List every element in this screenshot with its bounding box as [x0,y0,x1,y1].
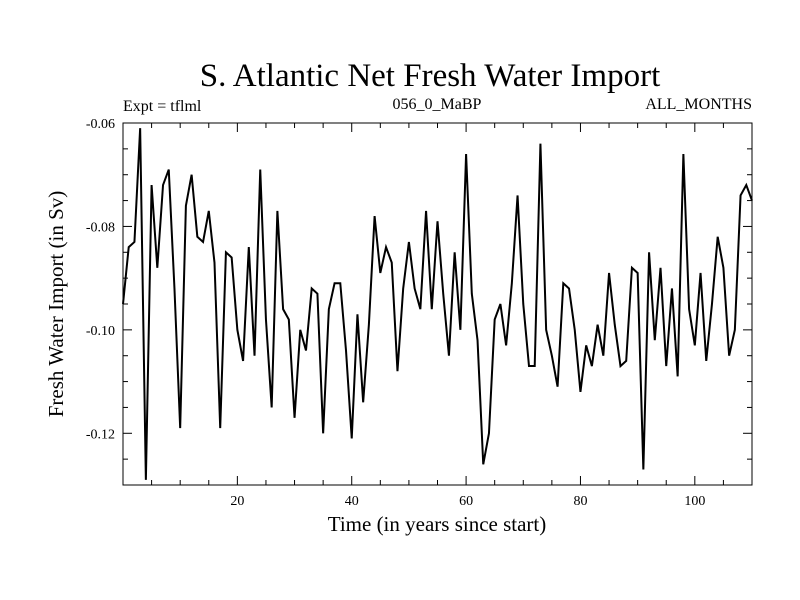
x-tick-label: 40 [345,494,359,509]
x-tick-label: 100 [684,494,705,509]
chart-subtitle-center: 056_0_MaBP [393,96,482,113]
chart-title: S. Atlantic Net Fresh Water Import [200,58,661,94]
y-axis-tick-labels: -0.06 -0.08 -0.10 -0.12 [86,117,115,442]
series-layer [122,128,753,480]
x-axis-ticks [122,123,753,485]
y-axis-ticks [123,122,752,486]
series-line [122,128,753,480]
x-tick-label: 60 [459,494,473,509]
y-tick-label: -0.12 [86,427,115,442]
x-tick-label: 20 [230,494,244,509]
y-tick-label: -0.10 [86,324,115,339]
x-axis-tick-labels: 20 40 60 80 100 [230,494,705,509]
chart-subtitle-left: Expt = tflml [123,98,202,115]
x-tick-label: 80 [573,494,587,509]
y-tick-label: -0.08 [86,220,115,235]
y-axis-label: Fresh Water Import (in Sv) [44,191,68,418]
chart-subtitle-right: ALL_MONTHS [645,96,752,113]
x-axis-label: Time (in years since start) [328,512,547,536]
y-tick-label: -0.06 [86,117,115,132]
